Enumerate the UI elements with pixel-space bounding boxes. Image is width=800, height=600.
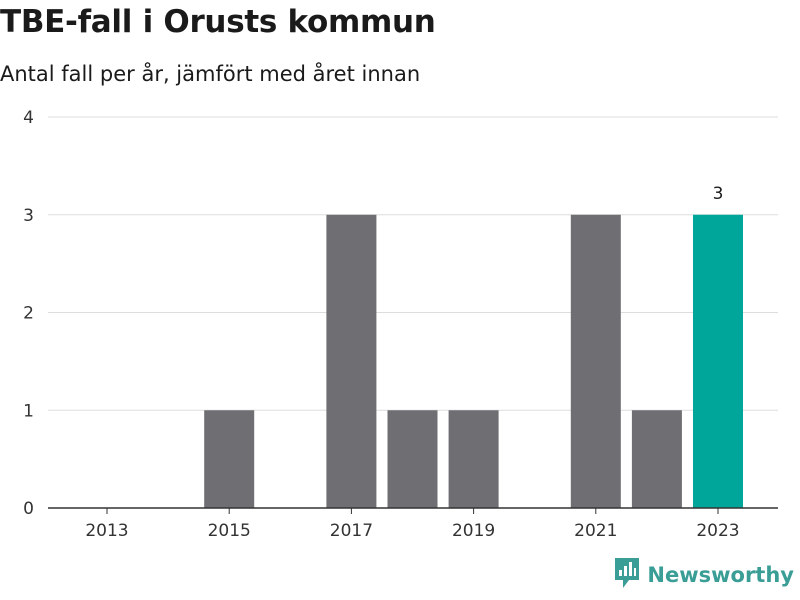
chart-title: TBE-fall i Orusts kommun bbox=[0, 4, 436, 40]
y-tick-label-1: 1 bbox=[23, 401, 34, 421]
x-tick-label-2023: 2023 bbox=[696, 521, 739, 541]
x-tick-label-2015: 2015 bbox=[208, 521, 251, 541]
x-tick-label-2021: 2021 bbox=[574, 521, 617, 541]
x-tick-label-2019: 2019 bbox=[452, 521, 495, 541]
bar-2017 bbox=[326, 214, 377, 508]
bar-2015 bbox=[204, 410, 255, 508]
brand-logo: Newsworthy bbox=[615, 558, 794, 592]
bar-2023 bbox=[693, 214, 743, 508]
bar-2018 bbox=[387, 410, 438, 508]
chart-subtitle: Antal fall per år, jämfört med året inna… bbox=[0, 62, 421, 86]
y-tick-label-4: 4 bbox=[23, 108, 34, 128]
bar-2021 bbox=[570, 214, 621, 508]
y-tick-label-3: 3 bbox=[23, 206, 34, 226]
newsworthy-logo-icon bbox=[615, 558, 640, 592]
x-tick-label-2013: 2013 bbox=[85, 521, 128, 541]
data-label-2023: 3 bbox=[713, 184, 724, 204]
x-tick-label-2017: 2017 bbox=[330, 521, 373, 541]
y-tick-label-2: 2 bbox=[23, 304, 34, 324]
brand-name: Newsworthy bbox=[647, 563, 794, 587]
bar-2019 bbox=[448, 410, 499, 508]
y-tick-label-0: 0 bbox=[23, 499, 34, 519]
bar-2022 bbox=[631, 410, 682, 508]
